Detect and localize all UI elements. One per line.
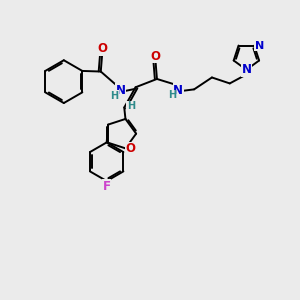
Text: F: F: [103, 180, 111, 193]
Text: H: H: [168, 90, 176, 100]
Text: H: H: [110, 91, 118, 100]
Text: O: O: [126, 142, 136, 155]
Text: N: N: [173, 84, 183, 97]
Text: N: N: [242, 63, 251, 76]
Text: N: N: [255, 40, 264, 51]
Text: N: N: [116, 84, 126, 97]
Text: O: O: [97, 42, 107, 56]
Text: O: O: [151, 50, 160, 63]
Text: H: H: [127, 101, 135, 111]
